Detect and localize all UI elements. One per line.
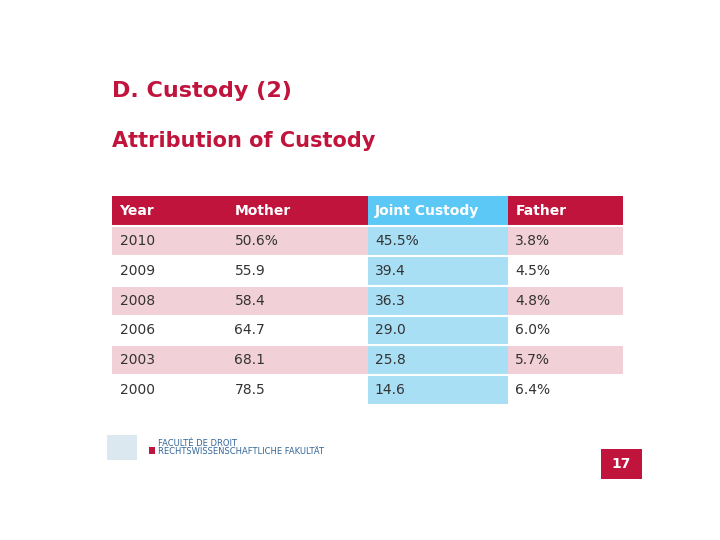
FancyBboxPatch shape — [508, 315, 623, 346]
Text: 2009: 2009 — [120, 264, 155, 278]
FancyBboxPatch shape — [368, 286, 508, 315]
Text: 6.4%: 6.4% — [516, 383, 550, 397]
Text: FACULTÉ DE DROIT: FACULTÉ DE DROIT — [158, 438, 237, 448]
Text: 36.3: 36.3 — [375, 294, 405, 308]
Text: 39.4: 39.4 — [375, 264, 405, 278]
FancyBboxPatch shape — [112, 346, 228, 375]
Text: 14.6: 14.6 — [375, 383, 406, 397]
Text: 5.7%: 5.7% — [516, 354, 550, 367]
Text: Mother: Mother — [235, 204, 291, 218]
FancyBboxPatch shape — [368, 226, 508, 255]
FancyBboxPatch shape — [368, 375, 508, 406]
Text: 50.6%: 50.6% — [235, 234, 279, 248]
FancyBboxPatch shape — [228, 346, 368, 375]
FancyBboxPatch shape — [508, 196, 623, 226]
FancyBboxPatch shape — [112, 286, 228, 315]
Text: D. Custody (2): D. Custody (2) — [112, 82, 292, 102]
FancyBboxPatch shape — [508, 226, 623, 255]
Text: 2010: 2010 — [120, 234, 155, 248]
FancyBboxPatch shape — [508, 255, 623, 286]
FancyBboxPatch shape — [228, 196, 368, 226]
Text: Year: Year — [120, 204, 154, 218]
FancyBboxPatch shape — [508, 286, 623, 315]
FancyBboxPatch shape — [112, 315, 228, 346]
FancyBboxPatch shape — [228, 375, 368, 406]
FancyBboxPatch shape — [508, 346, 623, 375]
FancyBboxPatch shape — [368, 255, 508, 286]
Text: 64.7: 64.7 — [235, 323, 265, 338]
Text: 25.8: 25.8 — [375, 354, 405, 367]
Text: 45.5%: 45.5% — [375, 234, 418, 248]
FancyBboxPatch shape — [112, 196, 228, 226]
FancyBboxPatch shape — [228, 255, 368, 286]
FancyBboxPatch shape — [112, 375, 228, 406]
Text: 68.1: 68.1 — [235, 354, 266, 367]
Text: 2008: 2008 — [120, 294, 155, 308]
Text: 78.5: 78.5 — [235, 383, 265, 397]
Text: RECHTSWISSENSCHAFTLICHE FAKULTÄT: RECHTSWISSENSCHAFTLICHE FAKULTÄT — [158, 447, 324, 456]
FancyBboxPatch shape — [228, 315, 368, 346]
Text: 4.8%: 4.8% — [516, 294, 550, 308]
Text: 6.0%: 6.0% — [516, 323, 550, 338]
Text: 2000: 2000 — [120, 383, 155, 397]
Text: Attribution of Custody: Attribution of Custody — [112, 131, 376, 151]
Text: 17: 17 — [612, 457, 631, 471]
Text: 2003: 2003 — [120, 354, 155, 367]
FancyBboxPatch shape — [508, 375, 623, 406]
Text: 2006: 2006 — [120, 323, 155, 338]
Text: 29.0: 29.0 — [375, 323, 405, 338]
Text: Father: Father — [516, 204, 567, 218]
FancyBboxPatch shape — [368, 315, 508, 346]
FancyBboxPatch shape — [600, 449, 642, 478]
FancyBboxPatch shape — [148, 447, 155, 454]
FancyBboxPatch shape — [368, 346, 508, 375]
FancyBboxPatch shape — [368, 196, 508, 226]
Text: 4.5%: 4.5% — [516, 264, 550, 278]
FancyBboxPatch shape — [228, 226, 368, 255]
Text: 55.9: 55.9 — [235, 264, 265, 278]
Text: 3.8%: 3.8% — [516, 234, 550, 248]
FancyBboxPatch shape — [112, 226, 228, 255]
FancyBboxPatch shape — [107, 435, 138, 460]
FancyBboxPatch shape — [228, 286, 368, 315]
Text: 58.4: 58.4 — [235, 294, 265, 308]
Text: Joint Custody: Joint Custody — [375, 204, 479, 218]
FancyBboxPatch shape — [112, 255, 228, 286]
